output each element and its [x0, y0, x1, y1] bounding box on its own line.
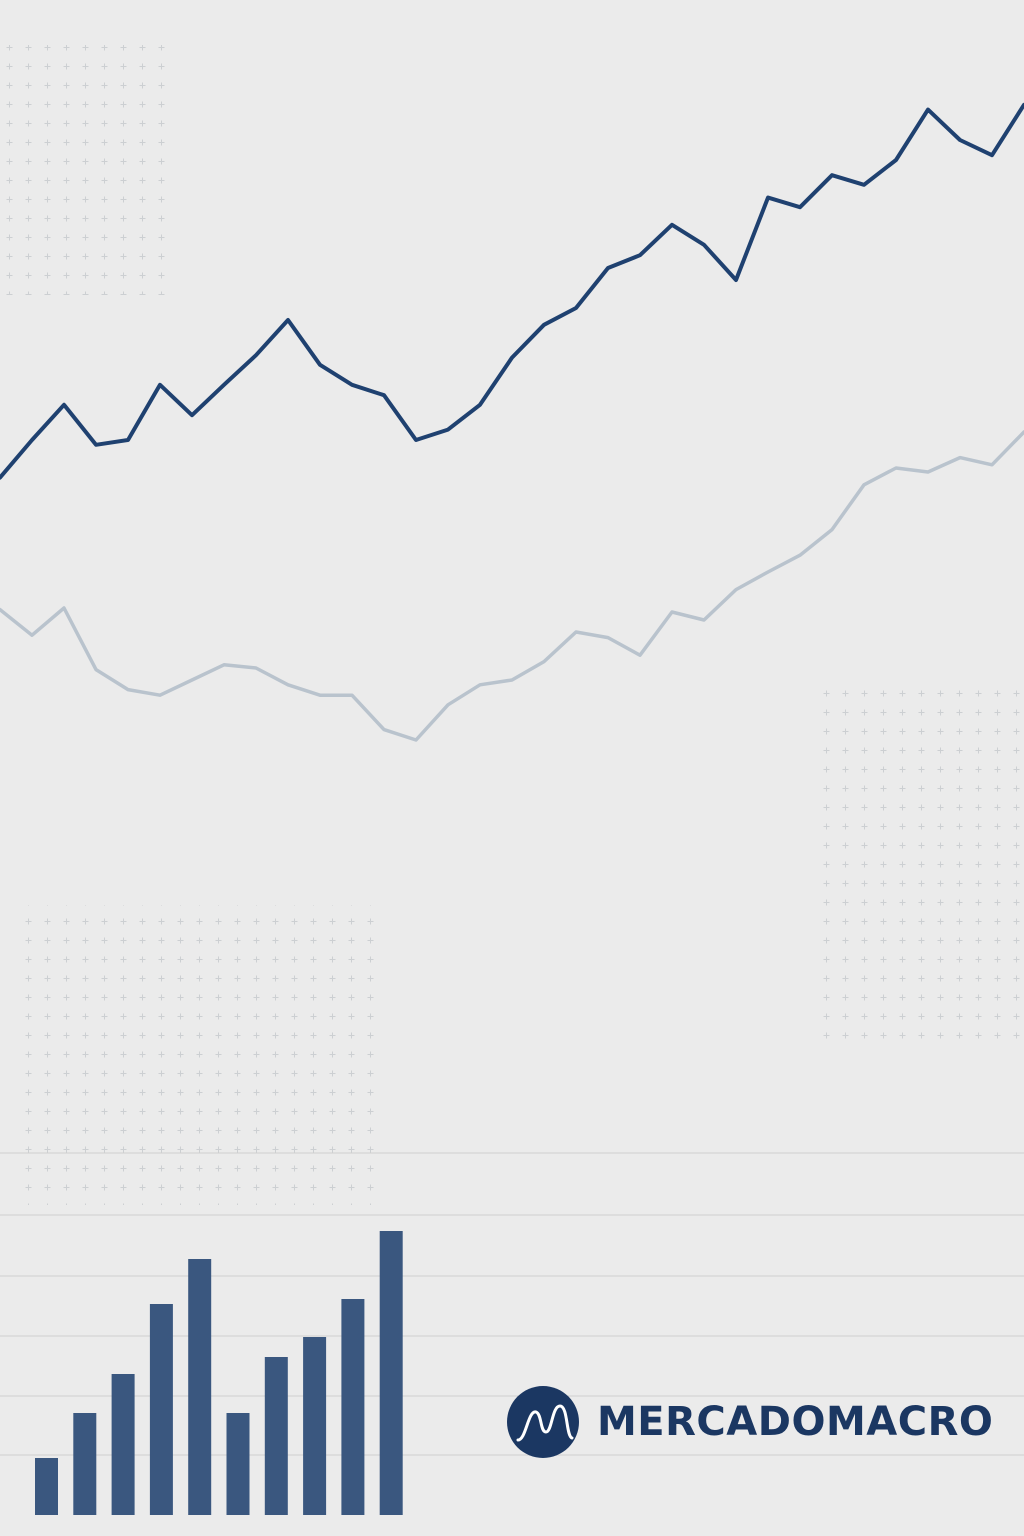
logo: MERCADOMACRO: [507, 1386, 993, 1458]
bar: [303, 1337, 327, 1515]
bar: [149, 1304, 173, 1515]
bar: [341, 1299, 365, 1515]
brand-name: MERCADOMACRO: [597, 1399, 993, 1445]
decor-dots: [0, 45, 1024, 1205]
logo-badge: [507, 1386, 579, 1458]
bar: [35, 1458, 58, 1515]
dot-field: [820, 680, 1024, 1040]
bar: [73, 1413, 97, 1515]
marks: [0, 102, 1024, 1515]
line-series: [0, 102, 1024, 480]
logo-wave: [516, 1404, 574, 1442]
bar: [111, 1374, 135, 1515]
bar: [264, 1357, 288, 1515]
bar: [226, 1413, 250, 1515]
line-series: [0, 430, 1024, 742]
bar: [188, 1259, 212, 1515]
dot-field: [15, 905, 375, 1205]
bar: [379, 1231, 403, 1515]
dot-field: [0, 45, 170, 295]
